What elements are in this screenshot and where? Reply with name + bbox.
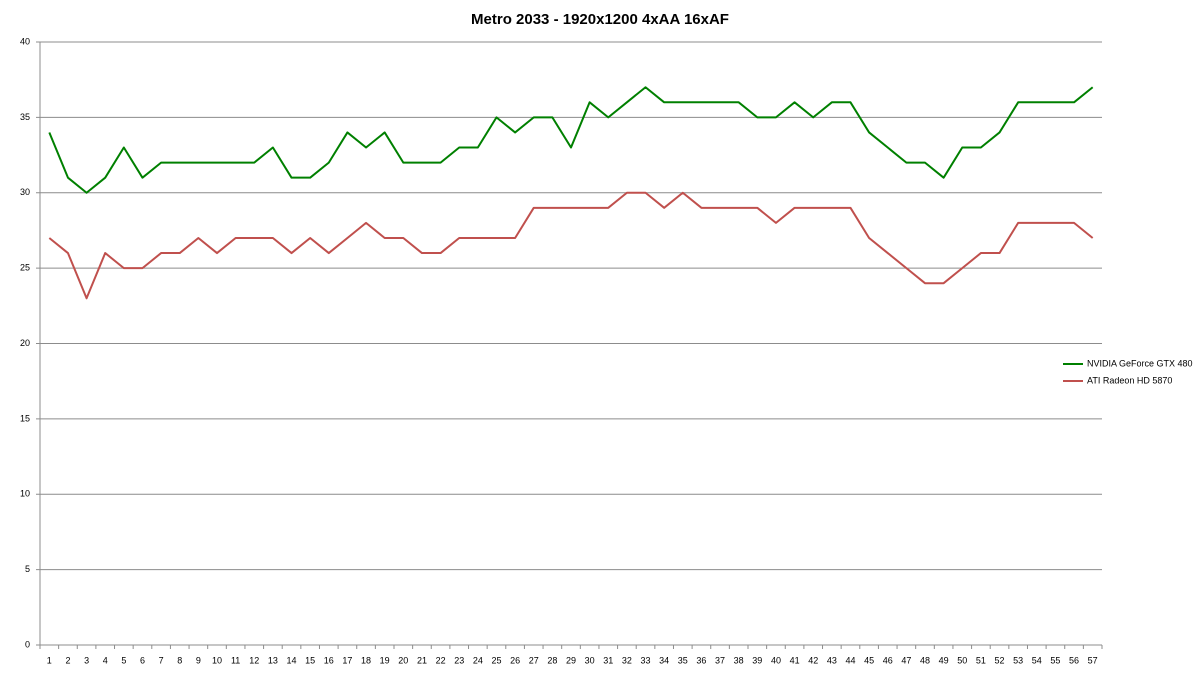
y-tick-label: 0 [25, 639, 30, 649]
x-tick-label: 40 [771, 655, 781, 665]
x-tick-label: 16 [324, 655, 334, 665]
y-tick-label: 20 [20, 338, 30, 348]
x-tick-label: 39 [752, 655, 762, 665]
x-tick-label: 42 [808, 655, 818, 665]
x-tick-label: 35 [678, 655, 688, 665]
x-tick-label: 13 [268, 655, 278, 665]
x-tick-label: 5 [121, 655, 126, 665]
x-tick-label: 8 [177, 655, 182, 665]
x-tick-label: 28 [547, 655, 557, 665]
x-tick-label: 29 [566, 655, 576, 665]
x-tick-label: 4 [103, 655, 108, 665]
x-tick-label: 52 [995, 655, 1005, 665]
legend-label: NVIDIA GeForce GTX 480 [1087, 358, 1193, 368]
x-tick-label: 31 [603, 655, 613, 665]
x-tick-label: 48 [920, 655, 930, 665]
x-tick-label: 26 [510, 655, 520, 665]
x-tick-label: 11 [231, 655, 240, 665]
x-tick-label: 53 [1013, 655, 1023, 665]
legend-label: ATI Radeon HD 5870 [1087, 375, 1172, 385]
x-tick-label: 49 [939, 655, 949, 665]
x-tick-label: 14 [287, 655, 297, 665]
x-tick-label: 2 [65, 655, 70, 665]
x-tick-label: 7 [159, 655, 164, 665]
x-tick-label: 25 [491, 655, 501, 665]
series-line [48, 191, 1094, 300]
chart-title: Metro 2033 - 1920x1200 4xAA 16xAF [471, 11, 729, 28]
x-tick-label: 56 [1069, 655, 1079, 665]
x-tick-label: 24 [473, 655, 483, 665]
y-tick-label: 5 [25, 564, 30, 574]
x-tick-label: 57 [1088, 655, 1098, 665]
x-tick-label: 33 [641, 655, 651, 665]
x-tick-label: 50 [957, 655, 967, 665]
x-tick-label: 20 [398, 655, 408, 665]
x-tick-label: 43 [827, 655, 837, 665]
x-tick-label: 41 [790, 655, 800, 665]
x-tick-label: 23 [454, 655, 464, 665]
x-tick-label: 9 [196, 655, 201, 665]
y-tick-label: 30 [20, 187, 30, 197]
x-tick-label: 34 [659, 655, 669, 665]
x-tick-label: 32 [622, 655, 632, 665]
x-tick-label: 18 [361, 655, 371, 665]
x-tick-label: 45 [864, 655, 874, 665]
y-tick-label: 10 [20, 489, 30, 499]
x-tick-label: 30 [585, 655, 595, 665]
x-tick-label: 6 [140, 655, 145, 665]
x-tick-label: 3 [84, 655, 89, 665]
x-tick-label: 38 [734, 655, 744, 665]
x-tick-label: 17 [342, 655, 352, 665]
y-tick-label: 25 [20, 263, 30, 273]
x-tick-label: 10 [212, 655, 222, 665]
x-tick-label: 19 [380, 655, 390, 665]
x-tick-label: 51 [976, 655, 986, 665]
x-tick-label: 27 [529, 655, 539, 665]
x-tick-label: 21 [417, 655, 427, 665]
y-tick-label: 15 [20, 413, 30, 423]
x-tick-label: 37 [715, 655, 725, 665]
x-tick-label: 54 [1032, 655, 1042, 665]
x-tick-label: 55 [1050, 655, 1060, 665]
x-tick-label: 47 [901, 655, 911, 665]
x-tick-label: 36 [696, 655, 706, 665]
y-tick-label: 35 [20, 112, 30, 122]
x-tick-label: 46 [883, 655, 893, 665]
series-line [48, 86, 1094, 194]
y-tick-label: 40 [20, 36, 30, 46]
x-tick-label: 22 [436, 655, 446, 665]
x-tick-label: 44 [845, 655, 855, 665]
x-tick-label: 1 [47, 655, 52, 665]
x-tick-label: 12 [249, 655, 259, 665]
x-tick-label: 15 [305, 655, 315, 665]
